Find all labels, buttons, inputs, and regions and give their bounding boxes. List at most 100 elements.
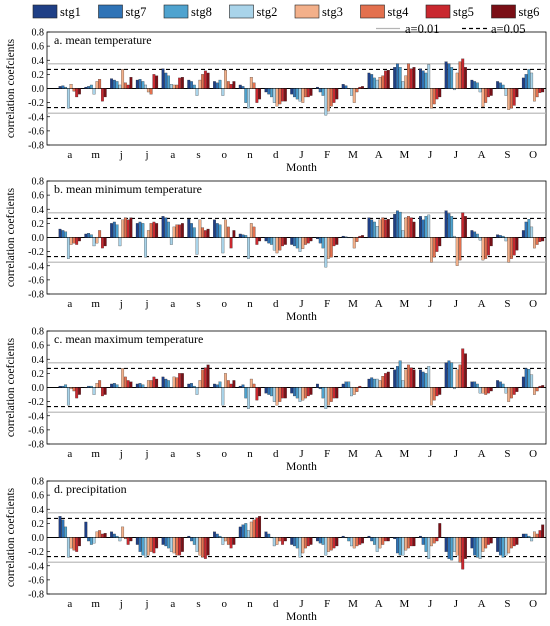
bar-stg8-18 — [527, 69, 531, 89]
x-tick-label: J — [299, 149, 304, 161]
bar-stg7-0 — [61, 85, 65, 89]
bar-stg5-13 — [409, 367, 413, 388]
panel-title: b. mean minimum temperature — [54, 182, 202, 196]
bar-stg7-11 — [344, 85, 348, 89]
bar-stg3-8 — [275, 387, 279, 406]
bar-stg2-0 — [66, 88, 70, 109]
bar-stg1-8 — [264, 88, 268, 93]
bar-stg7-13 — [396, 537, 399, 554]
bar-stg2-8 — [272, 537, 276, 547]
bar-stg5-1 — [101, 387, 104, 397]
x-tick-label: A — [478, 448, 486, 460]
bar-stg6-13 — [412, 221, 416, 238]
x-axis-label: Month — [286, 611, 317, 623]
bar-stg6-3 — [155, 378, 159, 388]
bar-stg7-15 — [447, 63, 451, 89]
bar-stg6-3 — [155, 537, 159, 549]
bar-stg2-1 — [92, 537, 96, 544]
bar-stg1-9 — [290, 88, 294, 95]
bar-stg7-5 — [190, 383, 193, 388]
x-tick-label: S — [504, 149, 510, 161]
bar-stg6-6 — [232, 81, 236, 89]
x-tick-label: O — [529, 598, 537, 610]
bar-stg7-10 — [318, 88, 322, 93]
bar-stg6-9 — [309, 237, 313, 242]
bar-stg5-15 — [461, 212, 465, 238]
bar-stg7-1 — [87, 86, 91, 89]
bar-stg8-8 — [270, 387, 273, 397]
bar-stg2-5 — [195, 88, 199, 96]
x-tick-label: M — [400, 149, 410, 161]
x-tick-label: J — [299, 298, 304, 310]
bar-stg4-9 — [304, 237, 307, 245]
bar-stg8-17 — [501, 537, 505, 558]
bar-stg2-0 — [66, 537, 70, 558]
bar-stg8-16 — [475, 537, 479, 558]
y-axis-label: correlation coefcients — [5, 487, 17, 587]
x-tick-label: j — [145, 598, 149, 610]
bar-stg1-18 — [521, 230, 525, 238]
legend-swatch-stg3 — [294, 4, 320, 19]
x-tick-label: O — [529, 298, 537, 310]
bar-stg5-7 — [255, 88, 259, 103]
bar-stg2-10 — [324, 237, 328, 268]
bar-stg7-14 — [421, 537, 425, 545]
bar-stg3-13 — [404, 75, 408, 89]
bar-stg3-18 — [533, 88, 536, 102]
bar-stg7-18 — [524, 368, 528, 388]
bar-stg1-18 — [521, 533, 525, 538]
bar-stg7-14 — [421, 70, 425, 89]
bar-stg3-10 — [327, 88, 330, 112]
bar-stg7-10 — [318, 237, 322, 244]
bar-stg4-3 — [149, 88, 153, 95]
bar-stg5-14 — [435, 237, 439, 252]
bar-stg3-4 — [172, 537, 176, 554]
bar-stg8-9 — [295, 537, 299, 549]
bar-stg8-10 — [321, 537, 325, 545]
legend-label-stg1: stg1 — [60, 5, 81, 19]
bar-stg8-12 — [373, 221, 376, 238]
x-tick-label: O — [529, 149, 537, 161]
bar-stg1-3 — [135, 383, 139, 388]
bar-stg1-13 — [393, 369, 397, 388]
bar-stg1-9 — [290, 237, 294, 245]
bar-stg8-9 — [295, 237, 299, 249]
bar-stg8-12 — [373, 378, 376, 388]
bar-stg7-17 — [498, 82, 502, 89]
bar-stg6-3 — [155, 223, 159, 238]
x-tick-label: j — [119, 598, 123, 610]
x-tick-label: a — [67, 298, 72, 310]
bar-stg2-4 — [169, 84, 173, 89]
bar-stg7-12 — [370, 537, 374, 542]
bar-stg3-0 — [69, 84, 73, 89]
bar-stg1-11 — [341, 84, 345, 89]
bar-stg8-1 — [89, 234, 93, 238]
bar-stg7-12 — [370, 377, 374, 388]
bar-stg7-0 — [61, 519, 65, 538]
bar-stg1-0 — [58, 516, 62, 538]
bar-stg3-14 — [430, 237, 433, 263]
bar-stg4-3 — [149, 223, 153, 238]
legend-label-stg6: stg6 — [519, 5, 540, 19]
bar-stg4-17 — [510, 237, 513, 259]
bar-stg6-16 — [489, 537, 493, 544]
bar-stg4-12 — [381, 376, 385, 388]
y-tick-label: -0.4 — [28, 112, 44, 123]
bar-stg6-14 — [438, 523, 442, 538]
bar-stg4-18 — [535, 533, 539, 538]
bar-stg6-2 — [129, 217, 133, 238]
bar-stg2-17 — [504, 88, 508, 96]
x-tick-label: O — [529, 448, 537, 460]
bar-stg6-18 — [541, 88, 545, 93]
bar-stg6-15 — [464, 353, 467, 388]
y-tick-label: 0.0 — [32, 533, 45, 544]
bar-stg2-5 — [195, 237, 199, 255]
bar-stg7-7 — [241, 86, 245, 89]
bar-stg8-14 — [424, 72, 428, 89]
bar-stg7-2 — [112, 533, 116, 538]
bar-stg2-10 — [324, 537, 328, 556]
bar-stg8-17 — [501, 383, 505, 388]
x-axis-label: Month — [286, 162, 317, 174]
panel-2: 0.8 0.6 0.4 0.2 0.0 -0.2 -0.4 -0.6 -0.8 correlati… — [5, 177, 547, 323]
y-tick-label: 0.0 — [32, 233, 45, 244]
